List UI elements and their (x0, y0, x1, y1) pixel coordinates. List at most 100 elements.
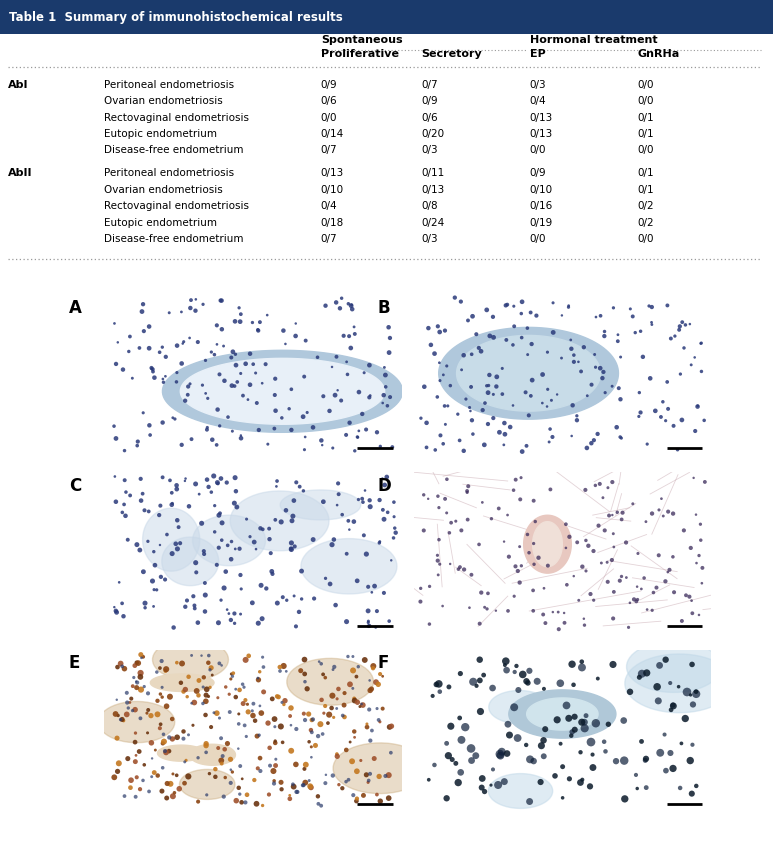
Point (155, 687, 167, 700)
Point (474, 653, 486, 667)
Point (159, 369, 172, 383)
Point (568, 710, 581, 723)
Point (476, 403, 489, 417)
Point (566, 725, 578, 739)
Point (607, 527, 619, 540)
Point (174, 536, 186, 550)
Point (304, 779, 316, 793)
Polygon shape (489, 690, 550, 723)
Point (364, 767, 376, 781)
Bar (0, 0, 773, 35)
Point (199, 605, 211, 618)
Point (284, 701, 297, 715)
Point (199, 354, 212, 368)
Point (558, 606, 570, 620)
Point (651, 680, 663, 694)
Point (349, 694, 361, 707)
Point (111, 765, 124, 778)
Point (238, 680, 250, 694)
Point (182, 728, 195, 742)
Point (275, 515, 288, 529)
Point (641, 603, 653, 617)
Point (200, 737, 213, 750)
Text: A: A (69, 299, 81, 317)
Point (228, 617, 240, 630)
Point (257, 799, 269, 812)
Point (192, 335, 204, 349)
Point (165, 777, 177, 790)
Point (148, 371, 161, 385)
Text: 0/10: 0/10 (321, 185, 344, 195)
Point (200, 689, 213, 702)
Point (572, 355, 584, 368)
Point (192, 751, 204, 765)
Text: Rectovaginal endometriosis: Rectovaginal endometriosis (104, 113, 250, 123)
Point (280, 503, 292, 517)
Point (521, 321, 533, 335)
Point (646, 507, 659, 520)
Point (441, 737, 453, 750)
Point (118, 473, 131, 487)
Point (344, 678, 356, 691)
Text: 0/13: 0/13 (530, 113, 553, 123)
Point (537, 608, 550, 622)
Point (632, 593, 644, 606)
Point (356, 698, 369, 711)
Point (137, 297, 149, 311)
Point (415, 412, 427, 425)
Point (339, 686, 351, 700)
Point (171, 656, 183, 669)
Point (576, 661, 588, 674)
Point (564, 772, 576, 786)
Point (351, 765, 363, 778)
Point (288, 780, 300, 794)
Point (247, 316, 259, 329)
Point (143, 784, 155, 798)
Point (203, 649, 215, 662)
Point (185, 293, 197, 307)
Point (501, 298, 513, 312)
Point (565, 729, 577, 743)
Point (527, 494, 540, 507)
Point (437, 600, 449, 613)
Point (646, 604, 659, 617)
Point (369, 579, 381, 593)
Point (433, 533, 445, 546)
Point (377, 389, 390, 402)
Polygon shape (287, 658, 373, 706)
Point (673, 319, 686, 333)
Point (240, 729, 253, 743)
Point (647, 586, 659, 600)
Point (590, 310, 602, 324)
Point (433, 501, 445, 514)
Point (154, 662, 166, 675)
Point (470, 328, 482, 341)
Point (659, 764, 672, 778)
Point (665, 703, 677, 717)
Point (608, 540, 620, 554)
Point (271, 474, 283, 488)
Point (343, 523, 356, 536)
Point (512, 731, 524, 745)
Point (239, 694, 251, 707)
Point (685, 541, 697, 555)
Point (686, 738, 699, 751)
Point (508, 590, 520, 603)
Point (527, 584, 540, 597)
Point (152, 707, 164, 721)
Point (290, 722, 302, 736)
Point (137, 773, 149, 787)
Point (516, 445, 529, 458)
Point (249, 714, 261, 728)
Point (196, 379, 209, 392)
Point (676, 413, 688, 427)
Point (686, 657, 698, 671)
Point (160, 700, 172, 713)
Polygon shape (143, 508, 199, 571)
Point (216, 534, 228, 547)
Point (192, 673, 205, 687)
Point (198, 545, 210, 558)
Point (523, 664, 536, 678)
Point (515, 559, 527, 573)
Text: 0/13: 0/13 (321, 169, 344, 179)
